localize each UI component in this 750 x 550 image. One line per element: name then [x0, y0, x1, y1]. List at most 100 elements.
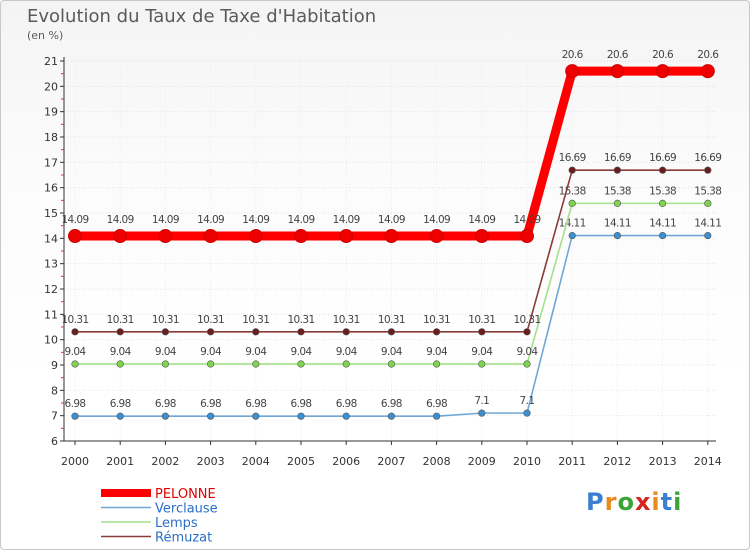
x-tick-label: 2003 — [197, 455, 225, 468]
data-label-rémuzat: 10.31 — [242, 314, 269, 326]
x-tick-label: 2012 — [603, 455, 631, 468]
y-tick-label: 13 — [44, 258, 58, 271]
data-point-lemps — [433, 360, 441, 368]
data-point-lemps — [116, 360, 124, 368]
y-axis-unit: (en %) — [27, 29, 64, 42]
data-point-rémuzat — [116, 328, 124, 336]
data-label-verclause: 6.98 — [245, 398, 266, 410]
data-point-verclause — [252, 412, 260, 420]
data-label-verclause: 14.11 — [694, 218, 721, 230]
data-point-rémuzat — [658, 166, 667, 174]
data-label-verclause: 6.98 — [65, 398, 86, 410]
data-label-pelonne: 14.09 — [61, 214, 88, 226]
y-tick-label: 10 — [44, 334, 58, 347]
data-label-pelonne: 14.09 — [423, 214, 450, 226]
data-label-lemps: 9.04 — [65, 346, 87, 358]
y-tick-label: 21 — [44, 55, 58, 68]
data-point-lemps — [71, 360, 79, 368]
data-label-lemps: 9.04 — [110, 346, 132, 358]
data-label-lemps: 15.38 — [604, 185, 631, 197]
logo-letter: P — [586, 488, 605, 516]
x-tick-label: 2014 — [694, 455, 722, 468]
data-point-lemps — [658, 199, 667, 207]
data-point-rémuzat — [161, 328, 169, 336]
data-label-pelonne: 20.6 — [607, 49, 629, 61]
data-label-verclause: 7.1 — [474, 395, 489, 407]
data-point-rémuzat — [252, 328, 260, 336]
data-label-lemps: 9.04 — [426, 346, 448, 358]
data-point-rémuzat — [433, 328, 441, 336]
data-label-pelonne: 14.09 — [107, 214, 134, 226]
logo-letter: x — [634, 488, 652, 516]
data-label-pelonne: 14.09 — [152, 214, 179, 226]
data-point-rémuzat — [297, 328, 305, 336]
data-point-lemps — [704, 199, 712, 207]
data-label-verclause: 14.11 — [559, 218, 586, 230]
data-point-pelonne — [655, 64, 670, 79]
data-point-verclause — [387, 412, 396, 420]
data-point-verclause — [568, 231, 576, 240]
data-label-pelonne: 20.6 — [652, 49, 674, 61]
data-point-lemps — [613, 199, 622, 207]
data-point-verclause — [478, 409, 486, 417]
x-tick-label: 2002 — [151, 455, 179, 468]
data-label-rémuzat: 10.31 — [333, 314, 360, 326]
data-label-verclause: 6.98 — [155, 398, 176, 410]
data-label-pelonne: 14.09 — [287, 214, 314, 226]
data-label-verclause: 6.98 — [381, 398, 402, 410]
legend-label-pelonne: PELONNE — [155, 487, 216, 502]
y-tick-label: 18 — [44, 131, 58, 144]
y-tick-label: 6 — [51, 435, 58, 448]
data-point-lemps — [297, 360, 305, 368]
data-label-lemps: 9.04 — [291, 346, 313, 358]
y-tick-label: 15 — [44, 207, 58, 220]
data-point-lemps — [342, 360, 350, 368]
data-label-pelonne: 14.09 — [468, 214, 495, 226]
data-point-verclause — [207, 412, 215, 420]
x-tick-label: 2013 — [649, 455, 677, 468]
data-point-rémuzat — [207, 328, 215, 336]
x-tick-label: 2004 — [242, 455, 270, 468]
data-point-pelonne — [339, 229, 354, 244]
data-label-rémuzat: 16.69 — [694, 152, 721, 164]
data-point-rémuzat — [342, 328, 350, 336]
x-tick-label: 2007 — [377, 455, 405, 468]
chart-title: Evolution du Taux de Taxe d'Habitation — [27, 6, 377, 27]
data-label-rémuzat: 10.31 — [423, 314, 450, 326]
y-tick-label: 11 — [44, 308, 58, 321]
data-label-rémuzat: 10.31 — [197, 314, 224, 326]
data-label-rémuzat: 10.31 — [61, 314, 88, 326]
data-label-lemps: 9.04 — [517, 346, 539, 358]
y-tick-label: 7 — [51, 410, 58, 423]
data-label-rémuzat: 10.31 — [378, 314, 405, 326]
data-point-pelonne — [520, 229, 534, 244]
data-label-verclause: 6.98 — [200, 398, 221, 410]
data-label-lemps: 9.04 — [155, 346, 177, 358]
data-point-verclause — [613, 231, 622, 240]
data-label-verclause: 14.11 — [604, 218, 631, 230]
data-label-pelonne: 14.09 — [378, 214, 405, 226]
y-tick-label: 14 — [44, 232, 58, 245]
data-label-lemps: 9.04 — [381, 346, 403, 358]
data-point-pelonne — [565, 64, 580, 79]
data-point-lemps — [161, 360, 169, 368]
data-point-lemps — [568, 199, 576, 207]
data-point-rémuzat — [613, 166, 622, 174]
data-label-verclause: 14.11 — [649, 218, 676, 230]
data-label-rémuzat: 16.69 — [649, 152, 676, 164]
data-point-lemps — [387, 360, 396, 368]
data-point-rémuzat — [523, 328, 531, 336]
data-label-pelonne: 14.09 — [513, 214, 540, 226]
x-tick-label: 2010 — [513, 455, 541, 468]
data-label-rémuzat: 10.31 — [468, 314, 495, 326]
data-label-rémuzat: 16.69 — [559, 152, 586, 164]
data-point-verclause — [433, 412, 441, 420]
logo-letter: i — [673, 488, 683, 516]
data-point-pelonne — [384, 229, 399, 244]
data-label-verclause: 6.98 — [110, 398, 131, 410]
data-label-lemps: 9.04 — [245, 346, 267, 358]
x-tick-label: 2011 — [558, 455, 586, 468]
data-label-pelonne: 14.09 — [197, 214, 224, 226]
